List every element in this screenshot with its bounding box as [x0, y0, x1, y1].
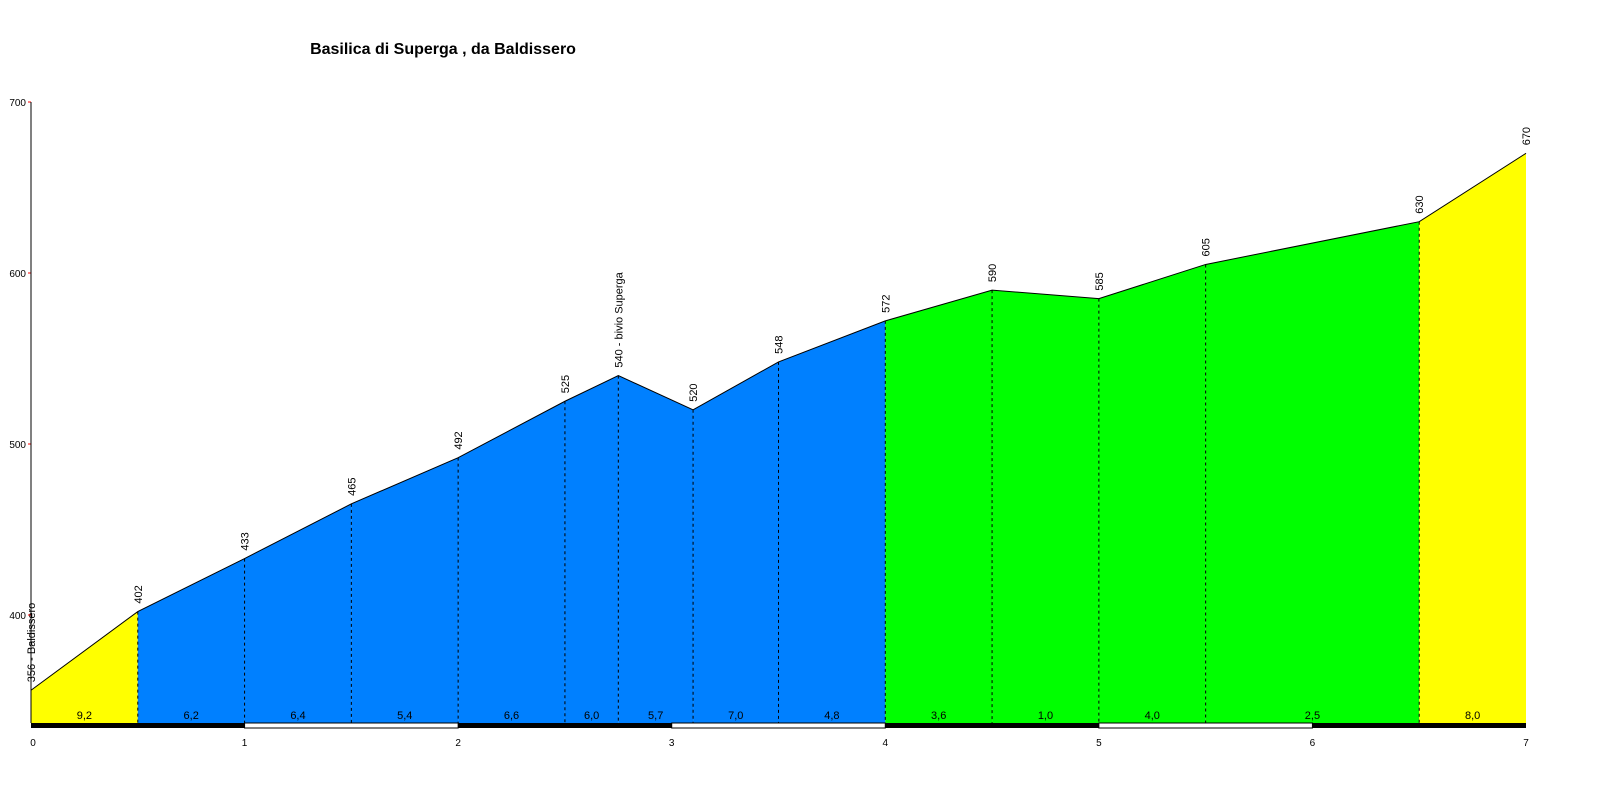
gradient-segment — [458, 401, 565, 723]
segment-gradient-label: 2,5 — [1305, 710, 1320, 722]
km-bar-segment — [458, 723, 672, 728]
y-tick-label: 500 — [9, 440, 26, 451]
gradient-segment — [31, 611, 138, 723]
gradient-segment — [244, 503, 352, 723]
elevation-label: 433 — [240, 532, 252, 550]
chart-title: Basilica di Superga , da Baldissero — [310, 41, 576, 58]
x-tick-label: 4 — [883, 738, 889, 749]
elevation-label: 605 — [1201, 238, 1213, 256]
segment-gradient-label: 6,4 — [290, 710, 305, 722]
km-bar-segment — [1098, 722, 1313, 729]
elevation-label: 590 — [987, 264, 999, 282]
segment-gradient-label: 7,0 — [728, 710, 743, 722]
gradient-segment — [778, 320, 886, 723]
y-tick-label: 700 — [9, 98, 26, 109]
segment-gradient-label: 9,2 — [77, 710, 92, 722]
x-tick-label: 6 — [1310, 738, 1316, 749]
elevation-label: 540 - bivio Superga — [613, 271, 625, 367]
segment-gradient-label: 4,8 — [824, 710, 839, 722]
km-bar-segment — [671, 722, 886, 729]
elevation-label: 465 — [346, 477, 358, 495]
gradient-segment — [1098, 264, 1206, 723]
segment-gradient-label: 4,0 — [1145, 710, 1160, 722]
segment-gradient-label: 6,0 — [584, 710, 599, 722]
km-bar-segment — [244, 722, 459, 729]
elevation-label: 630 — [1414, 195, 1426, 213]
gradient-segment — [618, 375, 694, 723]
segment-gradient-label: 5,4 — [397, 710, 412, 722]
elevation-label: 520 — [688, 383, 700, 401]
km-bar-segment — [885, 723, 1099, 728]
y-tick-label: 400 — [9, 611, 26, 622]
segment-gradient-label: 6,6 — [504, 710, 519, 722]
y-tick-label: 600 — [9, 269, 26, 280]
elevation-label: 585 — [1094, 272, 1106, 290]
elevation-label: 670 — [1521, 127, 1533, 145]
gradient-segment — [564, 375, 619, 723]
gradient-segment — [693, 361, 779, 723]
gradient-segment — [1205, 221, 1420, 723]
elevation-label: 356 - Baldissero — [26, 603, 38, 683]
elevation-label: 402 — [133, 585, 145, 603]
x-tick-label: 1 — [242, 738, 248, 749]
elevation-label: 548 — [774, 336, 786, 354]
gradient-segment — [992, 290, 1099, 723]
segment-gradient-label: 1,0 — [1038, 710, 1053, 722]
x-tick-label: 3 — [669, 738, 675, 749]
gradient-segment — [1419, 153, 1526, 724]
elevation-label: 492 — [453, 431, 465, 449]
km-bar-segment — [1312, 723, 1526, 728]
elevation-label: 572 — [880, 295, 892, 313]
segment-gradient-label: 5,7 — [648, 710, 663, 722]
gradient-segment — [137, 558, 245, 723]
segment-gradient-label: 8,0 — [1465, 710, 1480, 722]
elevation-label: 525 — [560, 375, 572, 393]
gradient-segment — [885, 290, 993, 723]
x-tick-label: 5 — [1096, 738, 1102, 749]
km-bar-segment — [31, 723, 245, 728]
x-tick-label: 2 — [455, 738, 461, 749]
x-tick-label: 0 — [30, 738, 36, 749]
segment-gradient-label: 3,6 — [931, 710, 946, 722]
gradient-segment — [351, 457, 459, 723]
segment-gradient-label: 6,2 — [184, 710, 199, 722]
x-tick-label: 7 — [1523, 738, 1529, 749]
